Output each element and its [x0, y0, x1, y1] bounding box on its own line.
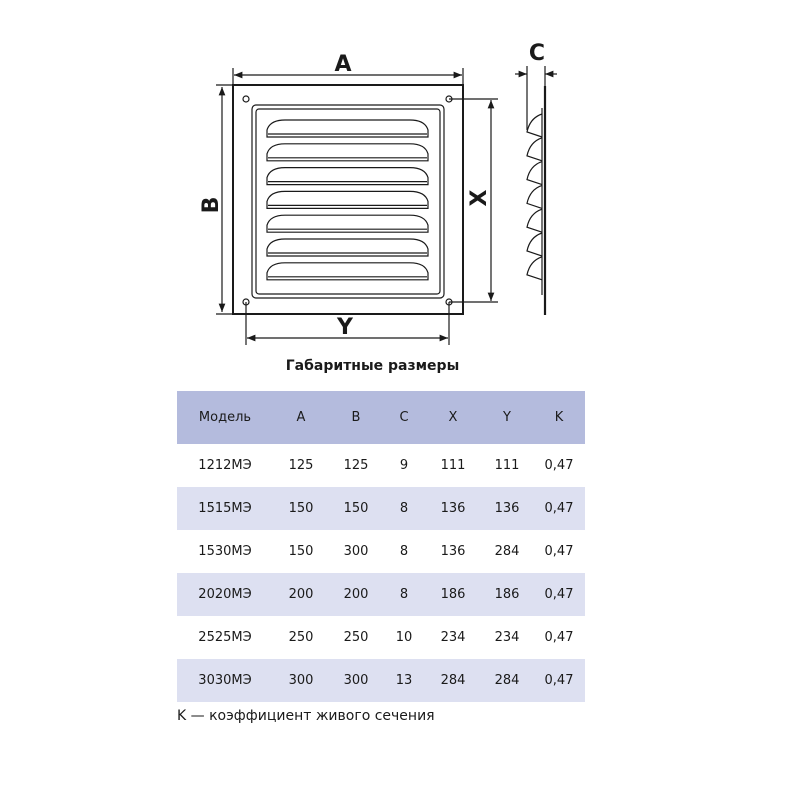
table-cell: 250: [343, 630, 369, 645]
label-y: Y: [336, 315, 354, 340]
table-cell: 0,47: [533, 487, 585, 530]
table-cell: 136: [425, 487, 481, 530]
table-cell: 150: [329, 487, 383, 530]
side-louver: [526, 137, 543, 162]
dimension-b: [216, 84, 233, 315]
table-cell: 150: [273, 487, 329, 530]
dimension-x: [449, 98, 498, 303]
table-cell: 300: [329, 659, 383, 702]
dimension-c: [515, 66, 557, 130]
louver-slat: [266, 143, 429, 162]
table-cell: 284: [481, 659, 533, 702]
column-header: K: [533, 391, 585, 444]
side-louver: [526, 256, 543, 281]
grille-inner-frame: [251, 104, 445, 299]
table-cell: 150: [288, 544, 314, 559]
column-header: C: [383, 391, 425, 444]
table-row: 1212МЭ 125 125 9 111 111 0,47: [177, 444, 585, 487]
grille-front-plate: [232, 84, 464, 315]
table-cell: 136: [481, 487, 533, 530]
footnote: K — коэффициент живого сечения: [177, 708, 435, 724]
louver-slat: [266, 262, 429, 281]
table-cell: 284: [494, 544, 520, 559]
table-cell: 0,47: [544, 630, 574, 645]
side-louver: [526, 113, 543, 138]
louver-slat: [266, 167, 429, 186]
table-row: 1515МЭ 150 150 8 136 136 0,47: [177, 487, 585, 530]
table-cell: 13: [383, 659, 425, 702]
table-cell: 3030МЭ: [177, 659, 273, 702]
label-a: A: [334, 52, 351, 77]
column-header: X: [425, 391, 481, 444]
label-b: B: [199, 197, 224, 214]
table-header-row: Модель A B C X Y K: [177, 391, 585, 444]
table-cell: 111: [494, 458, 520, 473]
table-cell: 300: [273, 659, 329, 702]
table-cell: 111: [440, 458, 466, 473]
table-row: 2020МЭ 200 200 8 186 186 0,47: [177, 573, 585, 616]
table-cell: 8: [383, 573, 425, 616]
table-row: 2525МЭ 250 250 10 234 234 0,47: [177, 616, 585, 659]
side-louver: [526, 232, 543, 257]
table-cell: 9: [399, 458, 409, 473]
table-cell: 200: [273, 573, 329, 616]
table-cell: 8: [399, 544, 409, 559]
louver-slat: [266, 214, 429, 233]
column-header: Модель: [177, 391, 273, 444]
table-cell: 2020МЭ: [177, 573, 273, 616]
louver-slat: [266, 238, 429, 257]
louvers: [266, 119, 429, 281]
table-cell: 186: [425, 573, 481, 616]
table-cell: 125: [343, 458, 369, 473]
table-cell: 200: [329, 573, 383, 616]
mounting-hole: [242, 95, 250, 103]
louver-slat: [266, 190, 429, 209]
table-cell: 1530МЭ: [198, 544, 252, 559]
label-x: X: [467, 189, 492, 206]
table-cell: 234: [440, 630, 466, 645]
dimensions-table: Модель A B C X Y K 1212МЭ 125 125 9 111 111 0,47 1515…: [177, 391, 585, 702]
table-cell: 284: [425, 659, 481, 702]
table-cell: 136: [440, 544, 466, 559]
table-row: 3030МЭ 300 300 13 284 284 0,47: [177, 659, 585, 702]
column-header: Y: [481, 391, 533, 444]
side-louver: [526, 208, 543, 233]
table-cell: 0,47: [544, 544, 574, 559]
label-c: C: [529, 41, 545, 66]
table-cell: 0,47: [544, 458, 574, 473]
column-header: B: [329, 391, 383, 444]
table-cell: 0,47: [533, 659, 585, 702]
table-cell: 250: [288, 630, 314, 645]
grille-technical-drawing: A B X Y C: [199, 41, 557, 345]
louver-slat: [266, 119, 429, 138]
table-cell: 0,47: [533, 573, 585, 616]
side-louver: [526, 161, 543, 186]
dimension-y: [245, 302, 450, 345]
table-cell: 125: [288, 458, 314, 473]
table-row: 1530МЭ 150 300 8 136 284 0,47: [177, 530, 585, 573]
dimension-a: [232, 68, 464, 85]
table-cell: 234: [494, 630, 520, 645]
grille-side-view: [526, 86, 547, 315]
side-louver: [526, 184, 543, 209]
table-cell: 1515МЭ: [177, 487, 273, 530]
table-cell: 186: [481, 573, 533, 616]
table-cell: 8: [383, 487, 425, 530]
table-cell: 300: [343, 544, 369, 559]
table-cell: 10: [395, 630, 413, 645]
column-header: A: [273, 391, 329, 444]
table-cell: 2525МЭ: [198, 630, 252, 645]
table-title: Габаритные размеры: [285, 358, 460, 374]
table-cell: 1212МЭ: [198, 458, 252, 473]
